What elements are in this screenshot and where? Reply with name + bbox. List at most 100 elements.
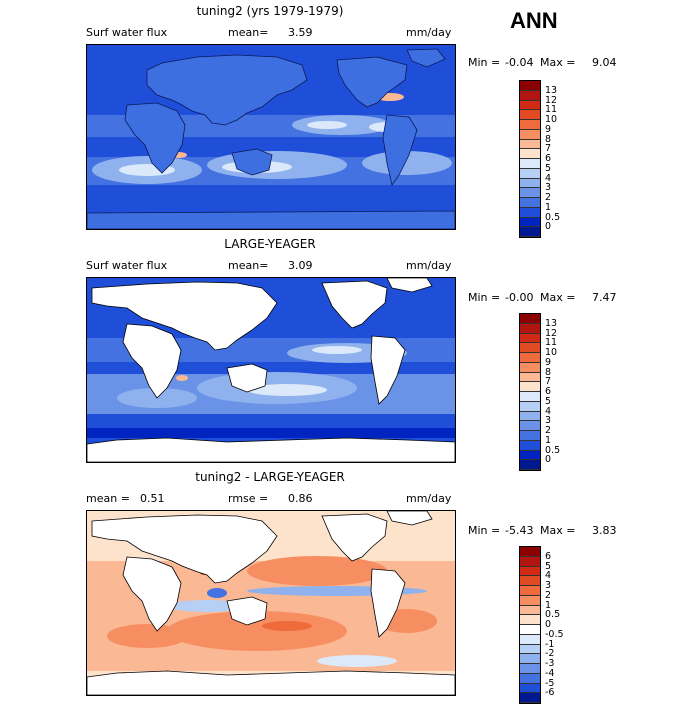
colorbar-tick-label: 5 bbox=[545, 162, 552, 174]
colorbar-swatch bbox=[520, 673, 540, 684]
colorbar-swatch bbox=[520, 431, 540, 441]
max-label-diff: Max = bbox=[540, 524, 576, 537]
field-label-model: Surf water flux bbox=[86, 26, 168, 39]
colorbar-swatch bbox=[520, 595, 540, 606]
min-label-obs: Min = bbox=[468, 291, 501, 304]
colorbar-tick-label: 4 bbox=[545, 570, 552, 582]
colorbar-swatch bbox=[520, 460, 540, 470]
max-label-obs: Max = bbox=[540, 291, 576, 304]
map-obs bbox=[86, 277, 456, 463]
colorbar-tick-label: 10 bbox=[545, 114, 558, 125]
colorbar-tick-label: 0 bbox=[545, 454, 552, 466]
colorbar-tick-label: 12 bbox=[545, 94, 558, 106]
colorbar-swatch bbox=[520, 547, 540, 557]
panel-title-model: tuning2 (yrs 1979-1979) bbox=[196, 4, 344, 18]
colorbar-tick-label: 7 bbox=[545, 143, 552, 155]
colorbar-swatch bbox=[520, 615, 540, 625]
colorbar-tick-label: 9 bbox=[545, 356, 552, 368]
colorbar-model bbox=[519, 80, 541, 238]
units-model: mm/day bbox=[406, 26, 452, 39]
colorbar-swatch bbox=[520, 683, 540, 694]
colorbar-tick-label: 0 bbox=[545, 619, 552, 630]
colorbar-swatch bbox=[520, 586, 540, 596]
colorbar-swatch bbox=[520, 605, 540, 616]
min-value-model: -0.04 bbox=[505, 56, 534, 69]
colorbar-swatch bbox=[520, 333, 540, 344]
colorbar-swatch bbox=[520, 576, 540, 586]
colorbar-swatch bbox=[520, 168, 540, 179]
min-value-diff: -5.43 bbox=[505, 524, 534, 537]
colorbar-swatch bbox=[520, 139, 540, 150]
colorbar-tick-label: 6 bbox=[545, 153, 552, 164]
colorbar-tick-label: -5 bbox=[545, 677, 555, 689]
colorbar-tick-label: 8 bbox=[545, 366, 552, 378]
min-label-diff: Min = bbox=[468, 524, 501, 537]
colorbar-swatch bbox=[520, 411, 540, 422]
map-model bbox=[86, 44, 456, 230]
panel-title-diff: tuning2 - LARGE-YEAGER bbox=[195, 470, 345, 484]
colorbar-tick-label: 3 bbox=[545, 580, 552, 591]
colorbar-tick-label: 0.5 bbox=[545, 444, 561, 456]
colorbar-tick-label: 13 bbox=[545, 84, 558, 96]
colorbar-tick-label: 1 bbox=[545, 201, 552, 213]
rmse-label-diff: rmse = bbox=[228, 492, 269, 505]
colorbar-tick-label: 6 bbox=[545, 550, 552, 562]
colorbar-swatch bbox=[520, 392, 540, 402]
units-diff: mm/day bbox=[406, 492, 452, 505]
colorbar-swatch bbox=[520, 120, 540, 130]
colorbar-swatch bbox=[520, 353, 540, 363]
colorbar-tick-label: 0.5 bbox=[545, 211, 561, 223]
colorbar-diff bbox=[519, 546, 541, 704]
min-value-obs: -0.00 bbox=[505, 291, 534, 304]
rmse-value-diff: 0.86 bbox=[288, 492, 313, 505]
colorbar-tick-label: 0 bbox=[545, 221, 552, 233]
colorbar-tick-label: 2 bbox=[545, 192, 552, 203]
mean-value-diff: 0.51 bbox=[140, 492, 165, 505]
colorbar-tick-label: 3 bbox=[545, 415, 552, 427]
map-model-plot bbox=[87, 45, 455, 229]
colorbar-swatch bbox=[520, 227, 540, 237]
colorbar-swatch bbox=[520, 693, 540, 703]
mean-value-model: 3.59 bbox=[288, 26, 313, 39]
max-value-diff: 3.83 bbox=[592, 524, 617, 537]
colorbar-swatch bbox=[520, 401, 540, 412]
colorbar-tick-label: 2 bbox=[545, 589, 552, 601]
colorbar-swatch bbox=[520, 625, 540, 635]
colorbar-tick-label: 1 bbox=[545, 599, 552, 611]
colorbar-tick-label: 4 bbox=[545, 405, 552, 417]
map-obs-plot bbox=[87, 278, 455, 462]
season-label: ANN bbox=[510, 8, 558, 33]
colorbar-tick-label: -4 bbox=[545, 667, 555, 679]
min-label-model: Min = bbox=[468, 56, 501, 69]
field-label-obs: Surf water flux bbox=[86, 259, 168, 272]
colorbar-tick-label: 13 bbox=[545, 317, 558, 329]
colorbar-tick-label: -1 bbox=[545, 638, 555, 650]
colorbar-tick-label: 0.5 bbox=[545, 609, 561, 621]
colorbar-tick-label: 9 bbox=[545, 123, 552, 135]
colorbar-tick-label: 8 bbox=[545, 133, 552, 145]
mean-label-obs: mean= bbox=[228, 259, 269, 272]
colorbar-swatch bbox=[520, 149, 540, 159]
colorbar-swatch bbox=[520, 198, 540, 208]
colorbar-swatch bbox=[520, 207, 540, 218]
colorbar-swatch bbox=[520, 644, 540, 655]
colorbar-tick-label: 4 bbox=[545, 172, 552, 184]
colorbar-tick-label: 5 bbox=[545, 560, 552, 572]
colorbar-tick-label: -3 bbox=[545, 658, 555, 669]
colorbar-swatch bbox=[520, 654, 540, 664]
map-diff-plot bbox=[87, 511, 455, 695]
max-value-obs: 7.47 bbox=[592, 291, 617, 304]
colorbar-tick-label: 11 bbox=[545, 337, 558, 349]
colorbar-swatch bbox=[520, 159, 540, 169]
colorbar-swatch bbox=[520, 566, 540, 577]
colorbar-tick-label: 5 bbox=[545, 395, 552, 407]
mean-label-diff: mean = bbox=[86, 492, 130, 505]
max-label-model: Max = bbox=[540, 56, 576, 69]
colorbar-tick-label: -2 bbox=[545, 648, 555, 660]
colorbar-swatch bbox=[520, 100, 540, 111]
panel-title-obs: LARGE-YEAGER bbox=[224, 237, 316, 251]
colorbar-tick-label: -0.5 bbox=[545, 628, 564, 640]
colorbar-tick-label: 3 bbox=[545, 182, 552, 194]
colorbar-swatch bbox=[520, 362, 540, 373]
colorbar-swatch bbox=[520, 343, 540, 353]
